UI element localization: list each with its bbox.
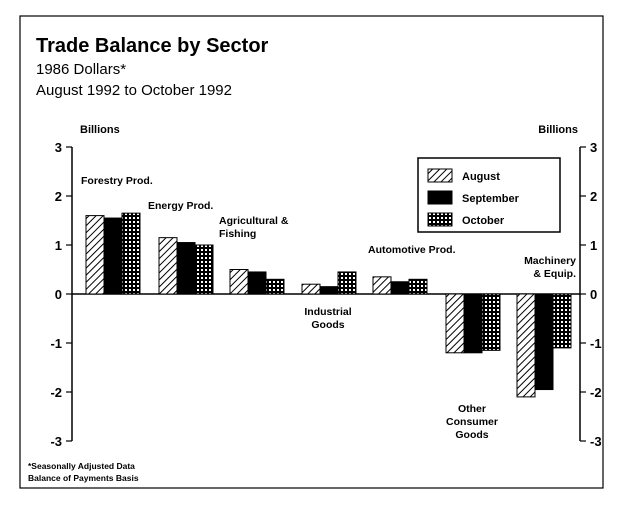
bar xyxy=(194,244,214,295)
legend-swatch xyxy=(427,190,453,205)
bar xyxy=(229,269,249,295)
bar xyxy=(337,271,357,295)
bar xyxy=(103,217,123,295)
y-tick-label: 0 xyxy=(55,287,62,302)
category-label: Automotive Prod. xyxy=(368,244,456,256)
legend-label: October xyxy=(462,215,505,227)
chart-title: Trade Balance by Sector xyxy=(36,35,269,57)
category-label: Energy Prod. xyxy=(148,200,214,212)
y2-tick-label: -3 xyxy=(590,434,602,449)
y-tick-label: -2 xyxy=(50,385,62,400)
bar xyxy=(176,242,196,295)
bar xyxy=(445,293,465,354)
legend-swatch xyxy=(427,212,453,227)
bar xyxy=(85,215,105,295)
y2-axis-label: Billions xyxy=(538,124,578,136)
legend-label: September xyxy=(462,193,520,205)
y-tick-label: 1 xyxy=(55,238,62,253)
y2-tick-label: 0 xyxy=(590,287,597,302)
bar xyxy=(372,276,392,295)
category-label: Other Consumer Goods xyxy=(446,403,498,441)
subtitle: August 1992 to October 1992 xyxy=(36,82,232,99)
footnote: *Seasonally Adjusted Data xyxy=(28,461,135,471)
bar xyxy=(319,286,339,295)
bar xyxy=(247,271,267,295)
bar xyxy=(552,293,572,349)
bar xyxy=(463,293,483,354)
bar xyxy=(481,293,501,351)
bar xyxy=(516,293,536,398)
legend-label: August xyxy=(462,171,500,183)
frame xyxy=(19,15,604,489)
category-label: Machinery & Equip. xyxy=(524,255,576,280)
y2-tick-label: 2 xyxy=(590,189,597,204)
category-label: Industrial Goods xyxy=(304,306,352,331)
y-tick-label: 2 xyxy=(55,189,62,204)
bar xyxy=(390,281,410,295)
bar xyxy=(534,293,554,391)
bar xyxy=(408,278,428,295)
bar xyxy=(121,212,141,295)
bar xyxy=(301,283,321,295)
y2-tick-label: 1 xyxy=(590,238,597,253)
y-tick-label: 3 xyxy=(55,140,62,155)
y2-tick-label: 3 xyxy=(590,140,597,155)
footnote: Balance of Payments Basis xyxy=(28,473,139,483)
category-label: Agricultural & Fishing xyxy=(219,215,289,240)
bar xyxy=(158,237,178,295)
y-tick-label: -1 xyxy=(50,336,62,351)
bar xyxy=(265,278,285,295)
subtitle: 1986 Dollars* xyxy=(36,61,126,78)
y-tick-label: -3 xyxy=(50,434,62,449)
y2-tick-label: -1 xyxy=(590,336,602,351)
category-label: Forestry Prod. xyxy=(81,175,153,187)
legend-swatch xyxy=(427,168,453,183)
y-axis-label: Billions xyxy=(80,124,120,136)
y2-tick-label: -2 xyxy=(590,385,602,400)
